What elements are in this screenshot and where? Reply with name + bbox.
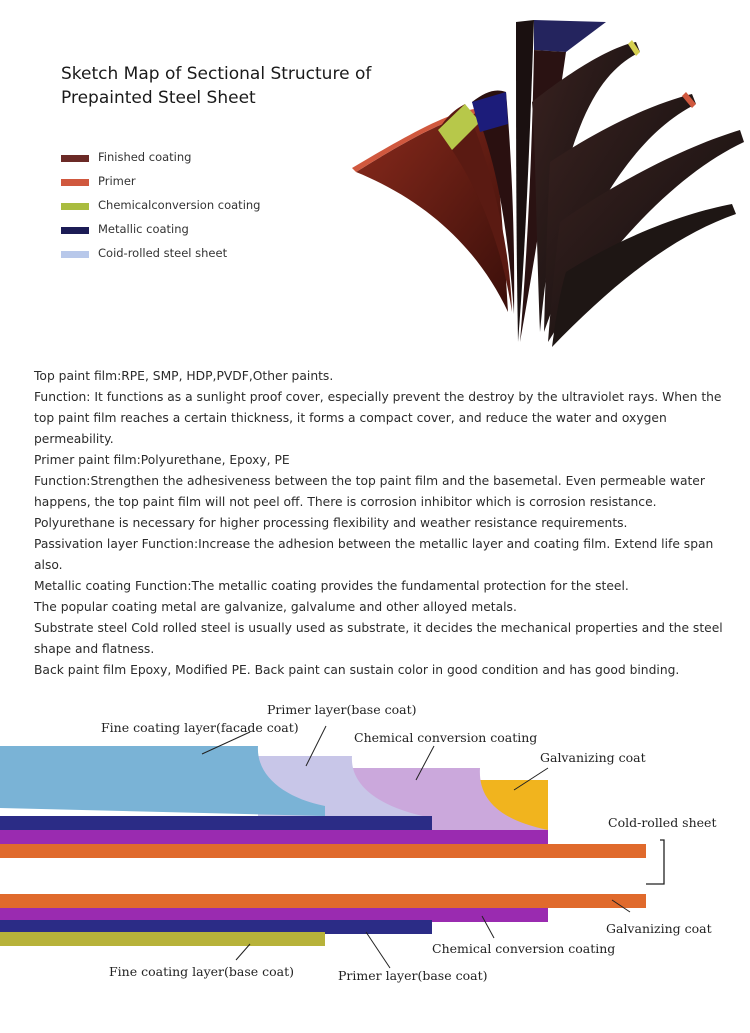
legend-label: Coid-rolled steel sheet bbox=[98, 246, 228, 260]
label-top-galvanizing: Galvanizing coat bbox=[540, 750, 646, 765]
purple-bottom-stripe bbox=[0, 908, 548, 922]
description-line: The popular coating metal are galvanize,… bbox=[34, 600, 517, 614]
leader-line bbox=[481, 915, 495, 939]
description-line: Metallic coating Function:The metallic c… bbox=[34, 579, 629, 593]
finished-coating-swatch bbox=[61, 155, 89, 162]
steel-bottom-stripe bbox=[0, 894, 646, 908]
layer-cross-section-diagram: Fine coating layer(facade coat) Primer l… bbox=[0, 702, 716, 983]
leader-line bbox=[611, 899, 631, 913]
fan-blade-primer-edge bbox=[352, 108, 490, 172]
fan-blade-right-2 bbox=[544, 94, 696, 332]
cold-rolled-swatch bbox=[61, 251, 89, 258]
description-line: Primer paint film:Polyurethane, Epoxy, P… bbox=[34, 453, 290, 467]
fan-blade-right-2-edge bbox=[682, 92, 696, 108]
fan-blade-metallic-face bbox=[472, 92, 508, 132]
fan-blade-metallic bbox=[472, 90, 515, 314]
fan-blade-vertical bbox=[516, 20, 534, 342]
description-line: Top paint film:RPE, SMP, HDP,PVDF,Other … bbox=[34, 369, 334, 383]
cold-rolled-bracket bbox=[646, 839, 665, 885]
label-bottom-fine-coating: Fine coating layer(base coat) bbox=[109, 964, 294, 979]
chemical-conversion-swatch bbox=[61, 203, 89, 210]
legend-label: Finished coating bbox=[98, 150, 192, 164]
description-line: Passivation layer Function:Increase the … bbox=[34, 537, 714, 572]
steel-top-stripe bbox=[0, 844, 646, 858]
leader-line bbox=[305, 725, 327, 767]
primer-swatch bbox=[61, 179, 89, 186]
description-line: Back paint film Epoxy, Modified PE. Back… bbox=[34, 663, 680, 677]
label-top-fine-coating: Fine coating layer(facade coat) bbox=[101, 720, 299, 735]
navy-bottom-stripe bbox=[0, 920, 432, 934]
label-bottom-primer: Primer layer(base coat) bbox=[338, 968, 487, 983]
galvanizing-top-curve bbox=[480, 780, 548, 809]
purple-top-stripe bbox=[0, 830, 548, 844]
fan-blade-vertical-top bbox=[534, 20, 606, 52]
description-line: Function: It functions as a sunlight pro… bbox=[34, 390, 722, 446]
legend-label: Metallic coating bbox=[98, 222, 189, 236]
legend-label: Chemicalconversion coating bbox=[98, 198, 261, 212]
leader-line bbox=[415, 745, 435, 781]
label-top-primer: Primer layer(base coat) bbox=[267, 702, 416, 717]
description-text: Top paint film:RPE, SMP, HDP,PVDF,Other … bbox=[34, 366, 734, 681]
fan-blade-chemical-face bbox=[438, 104, 480, 150]
label-bottom-galvanizing: Galvanizing coat bbox=[606, 921, 712, 936]
label-bottom-chemical: Chemical conversion coating bbox=[432, 941, 615, 956]
fan-blade-right-4 bbox=[552, 204, 736, 347]
olive-bottom-stripe bbox=[0, 932, 325, 946]
title-line-2: Prepainted Steel Sheet bbox=[61, 88, 256, 108]
navy-top-stripe bbox=[0, 816, 432, 832]
legend-label: Primer bbox=[98, 174, 136, 188]
label-cold-rolled: Cold-rolled sheet bbox=[608, 815, 716, 830]
leader-line bbox=[365, 931, 391, 969]
title-line-1: Sketch Map of Sectional Structure of bbox=[61, 64, 372, 84]
diagram-title: Sketch Map of Sectional Structure of Pre… bbox=[61, 62, 401, 110]
leader-line bbox=[235, 943, 251, 961]
leader-line bbox=[513, 767, 549, 791]
fine-coating-top-layer bbox=[0, 746, 325, 816]
label-top-chemical: Chemical conversion coating bbox=[354, 730, 537, 745]
fan-blade-right-1 bbox=[532, 42, 640, 332]
fan-blade-right-3 bbox=[548, 130, 744, 342]
fan-blade-right-1-edge bbox=[628, 40, 640, 56]
description-line: Substrate steel Cold rolled steel is usu… bbox=[34, 621, 723, 656]
fan-structure-diagram bbox=[352, 20, 744, 347]
description-line: Function:Strengthen the adhesiveness bet… bbox=[34, 474, 705, 530]
metallic-coating-swatch bbox=[61, 227, 89, 234]
fan-blade-chemical bbox=[438, 104, 512, 312]
leader-line bbox=[201, 731, 251, 755]
